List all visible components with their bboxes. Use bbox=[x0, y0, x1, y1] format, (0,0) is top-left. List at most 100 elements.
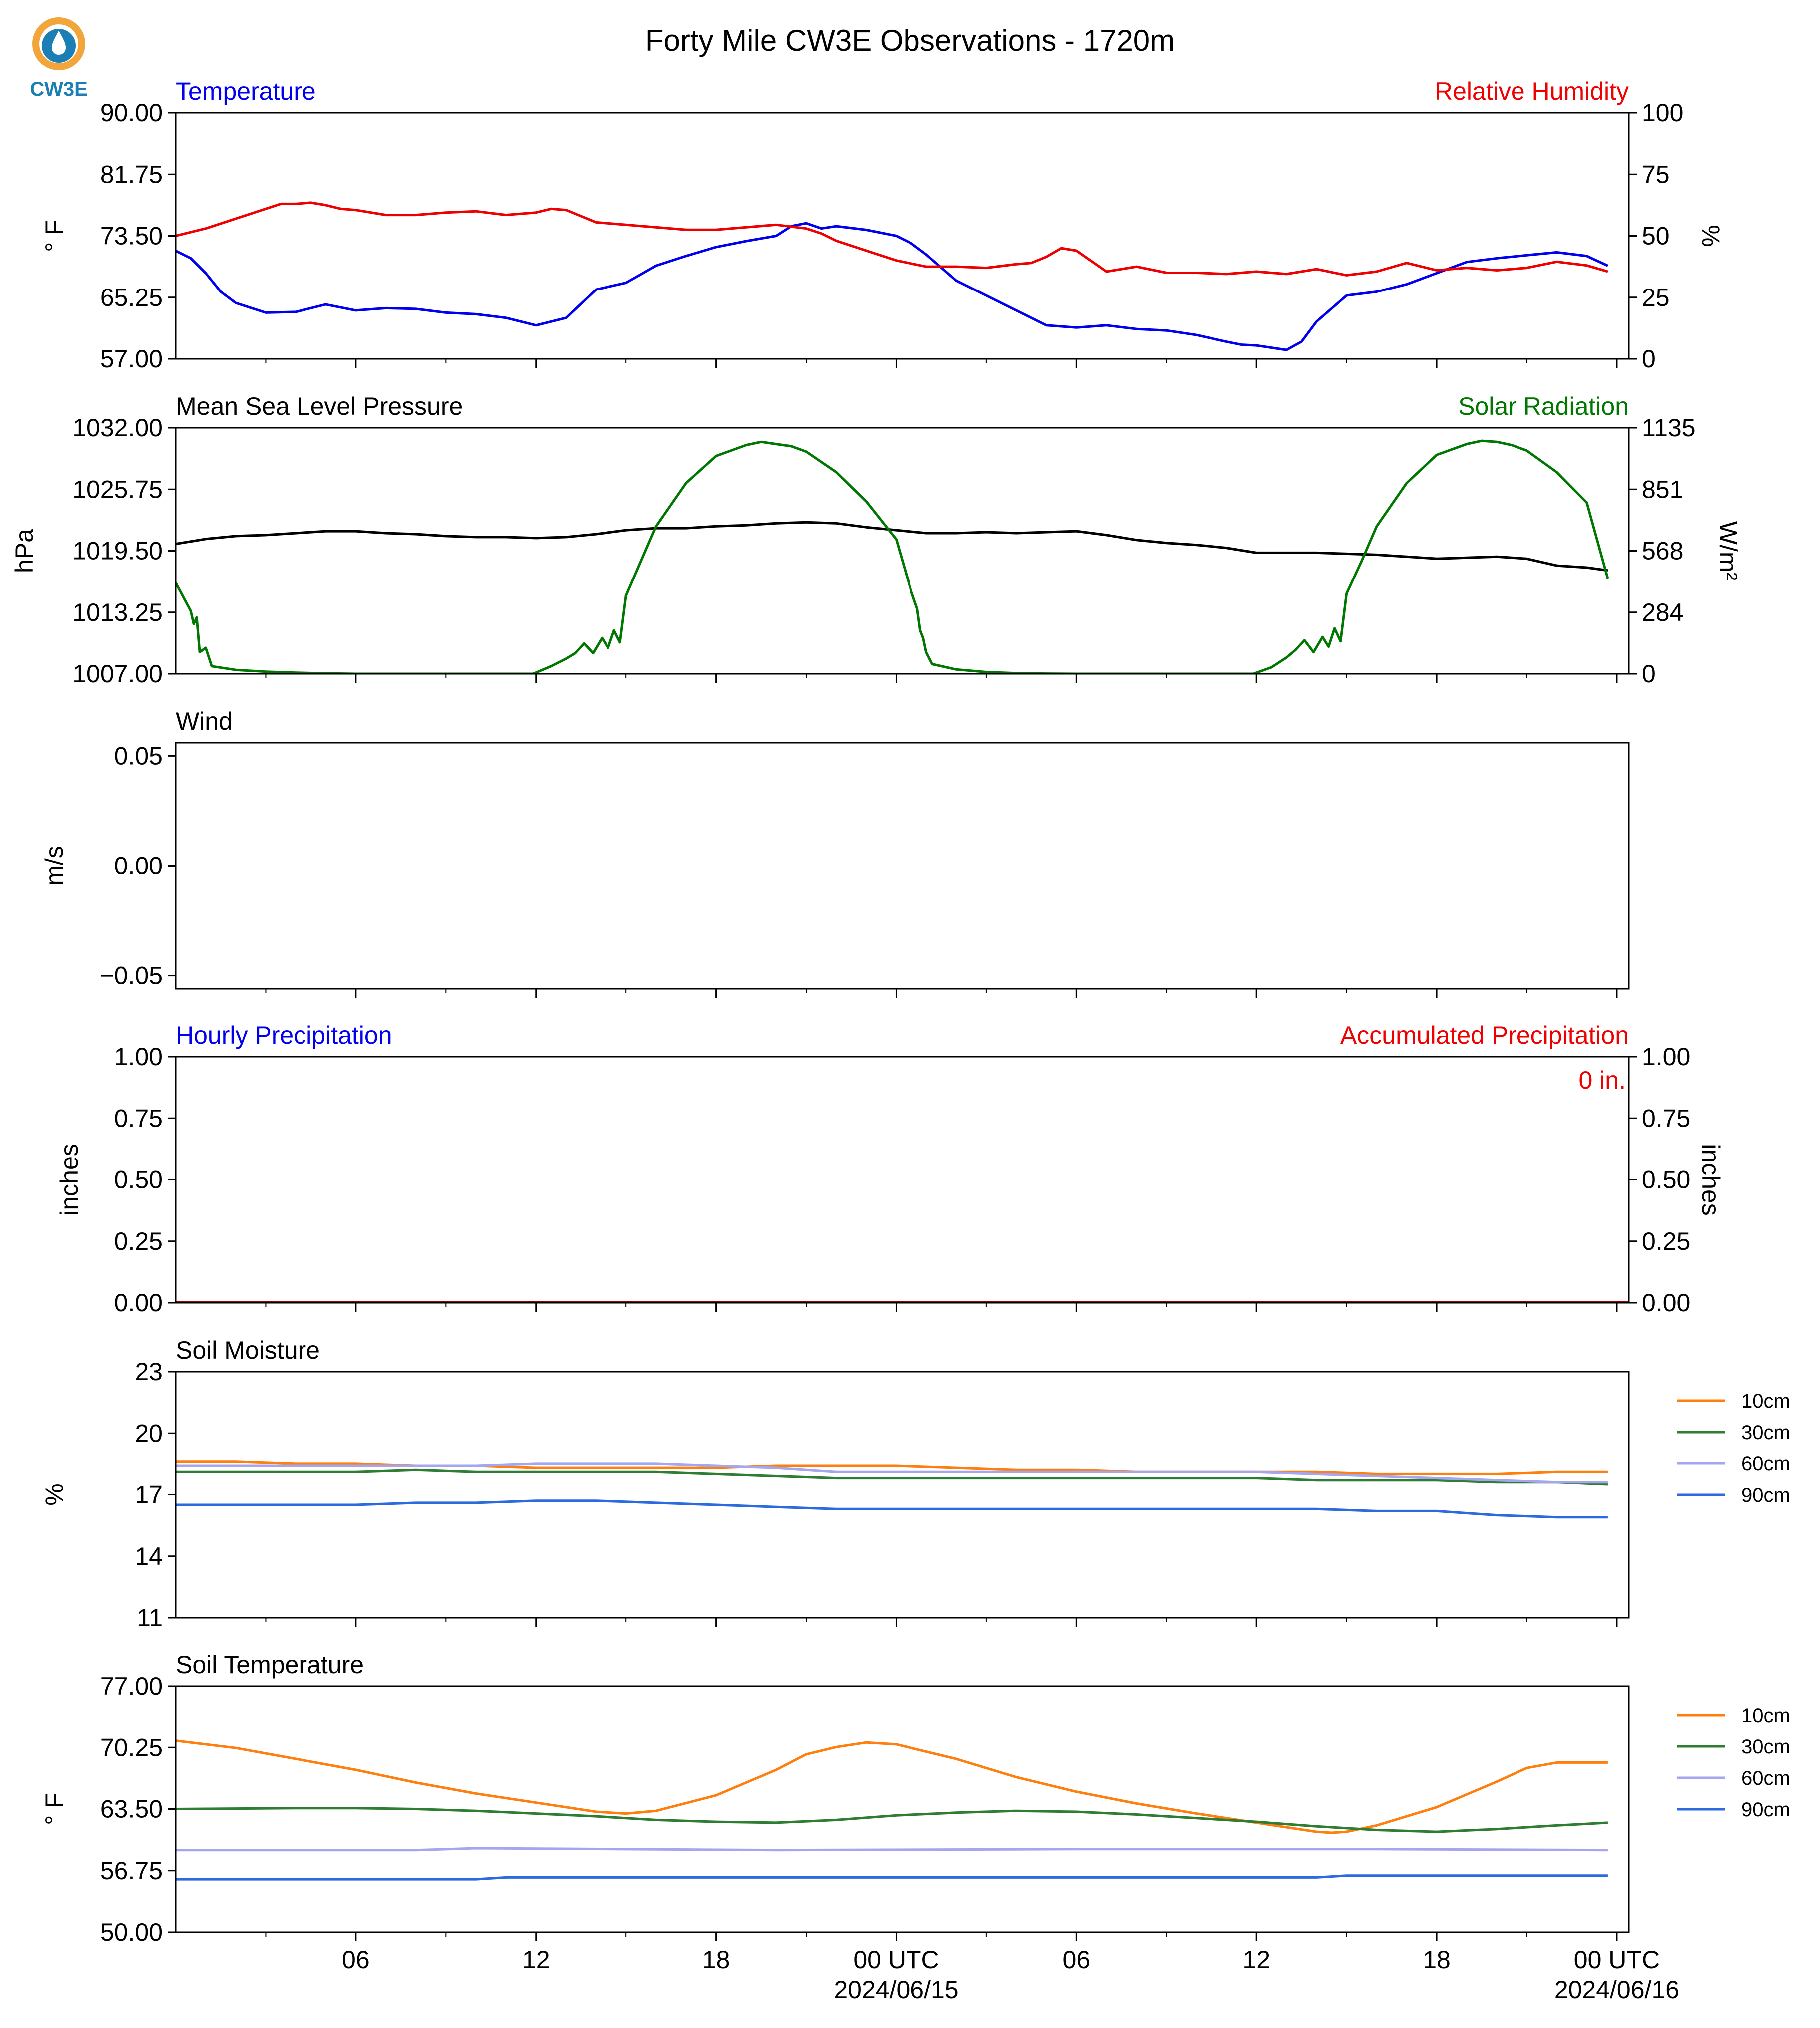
right-tick-label: 284 bbox=[1642, 598, 1683, 626]
series-line-60cm bbox=[176, 1462, 1608, 1484]
right-tick-label: 0.25 bbox=[1642, 1227, 1690, 1255]
series-line-temperature bbox=[176, 222, 1608, 351]
panel-title-left: Wind bbox=[176, 707, 233, 735]
figure-title: Forty Mile CW3E Observations - 1720m bbox=[645, 24, 1175, 57]
panel-title-right: Accumulated Precipitation bbox=[1340, 1021, 1629, 1049]
y-label-right: W/m² bbox=[1714, 521, 1742, 580]
left-tick-label: 63.50 bbox=[100, 1795, 163, 1823]
x-tick-label: 12 bbox=[522, 1946, 550, 1974]
panels: 57.00 65.25 73.50 81.75 90.00 0 25 50 75 100 Tempe… bbox=[10, 77, 1790, 1946]
right-tick-label: 0.75 bbox=[1642, 1104, 1690, 1132]
right-tick-label: 25 bbox=[1642, 284, 1670, 311]
x-date-label: 2024/06/15 bbox=[834, 1976, 958, 2004]
panel-title-left: Mean Sea Level Pressure bbox=[176, 392, 463, 420]
legend-label: 30cm bbox=[1741, 1736, 1790, 1758]
cw3e-logo: CW3E bbox=[30, 17, 88, 100]
logo-drop-icon bbox=[52, 31, 66, 55]
right-tick-label: 0.00 bbox=[1642, 1289, 1690, 1317]
x-tick-label: 00 UTC bbox=[853, 1946, 939, 1974]
series-line-60cm bbox=[176, 1847, 1608, 1852]
right-tick-label: 0.50 bbox=[1642, 1166, 1690, 1194]
right-tick-label: 100 bbox=[1642, 99, 1683, 127]
left-tick-label: 65.25 bbox=[100, 284, 163, 311]
x-tick-label: 12 bbox=[1242, 1946, 1270, 1974]
left-tick-label: 1.00 bbox=[114, 1043, 163, 1071]
right-tick-label: 50 bbox=[1642, 222, 1670, 250]
y-label-left: m/s bbox=[40, 846, 68, 886]
right-tick-label: 0 bbox=[1642, 660, 1656, 688]
right-tick-label: 0 bbox=[1642, 345, 1656, 373]
legend-label: 30cm bbox=[1741, 1422, 1790, 1444]
panel-title-left: Hourly Precipitation bbox=[176, 1021, 392, 1049]
left-tick-label: 56.75 bbox=[100, 1857, 163, 1885]
left-tick-label: 0.00 bbox=[114, 852, 163, 880]
legend-label: 90cm bbox=[1741, 1799, 1790, 1821]
logo-text: CW3E bbox=[30, 78, 88, 100]
left-tick-label: 1019.50 bbox=[72, 537, 163, 565]
x-date-label: 2024/06/16 bbox=[1554, 1976, 1679, 2004]
panel-frame bbox=[175, 112, 1630, 360]
series-line-30cm bbox=[176, 1468, 1608, 1486]
panel-6: 50.00 56.75 63.50 70.25 77.00 Soil Temperatur… bbox=[40, 1651, 1790, 1946]
left-tick-label: 57.00 bbox=[100, 345, 163, 373]
x-tick-label: 18 bbox=[1423, 1946, 1451, 1974]
left-tick-label: 70.25 bbox=[100, 1734, 163, 1761]
left-tick-label: 1025.75 bbox=[72, 475, 163, 503]
panel-3: −0.05 0.00 0.05 Wind m/s bbox=[40, 707, 1630, 998]
right-tick-label: 568 bbox=[1642, 537, 1683, 565]
left-tick-label: 0.25 bbox=[114, 1227, 163, 1255]
left-tick-label: 77.00 bbox=[100, 1672, 163, 1700]
y-label-left: hPa bbox=[10, 529, 38, 573]
left-tick-label: 14 bbox=[135, 1542, 163, 1570]
left-tick-label: 1032.00 bbox=[72, 414, 163, 442]
left-tick-label: 17 bbox=[135, 1481, 163, 1509]
left-tick-label: −0.05 bbox=[99, 962, 163, 990]
panel-title-left: Soil Moisture bbox=[176, 1336, 320, 1364]
x-tick-label: 00 UTC bbox=[1574, 1946, 1660, 1974]
x-tick-label: 06 bbox=[342, 1946, 370, 1974]
panel-title-right: Relative Humidity bbox=[1435, 77, 1629, 105]
panel-title-right: Solar Radiation bbox=[1458, 392, 1629, 420]
legend-label: 90cm bbox=[1741, 1484, 1790, 1506]
left-tick-label: 73.50 bbox=[100, 222, 163, 250]
left-tick-label: 1013.25 bbox=[72, 598, 163, 626]
y-label-left: inches bbox=[55, 1144, 83, 1216]
right-tick-label: 1.00 bbox=[1642, 1043, 1690, 1071]
panel-title-left: Temperature bbox=[176, 77, 316, 105]
accumulated-annotation: 0 in. bbox=[1578, 1066, 1626, 1094]
x-tick-label: 06 bbox=[1063, 1946, 1091, 1974]
left-tick-label: 11 bbox=[137, 1604, 163, 1632]
panel-frame bbox=[175, 427, 1630, 675]
left-tick-label: 81.75 bbox=[100, 160, 163, 188]
right-tick-label: 75 bbox=[1642, 160, 1670, 188]
legend-label: 10cm bbox=[1741, 1705, 1790, 1727]
panel-frame bbox=[175, 1056, 1630, 1304]
left-tick-label: 0.05 bbox=[114, 742, 163, 770]
left-tick-label: 1007.00 bbox=[72, 660, 163, 688]
x-tick-label: 18 bbox=[702, 1946, 730, 1974]
y-label-left: ° F bbox=[40, 220, 68, 252]
series-line-mean-sea-level-pressure bbox=[176, 521, 1608, 572]
legend: 10cm 30cm 60cm 90cm bbox=[1677, 1390, 1790, 1506]
left-tick-label: 20 bbox=[135, 1419, 163, 1447]
left-tick-label: 0.50 bbox=[114, 1166, 163, 1194]
panel-5: 11 14 17 20 23 Soil Moisture% 10cm 30cm 60cm 90cm bbox=[40, 1336, 1790, 1632]
left-tick-label: 23 bbox=[135, 1358, 163, 1386]
logo-ring-icon bbox=[32, 17, 85, 70]
right-tick-label: 851 bbox=[1642, 475, 1683, 503]
panel-frame bbox=[175, 742, 1630, 990]
panel-frame bbox=[175, 1371, 1630, 1619]
legend-label: 60cm bbox=[1741, 1767, 1790, 1789]
left-tick-label: 90.00 bbox=[100, 99, 163, 127]
series-line-solar-radiation bbox=[176, 439, 1609, 674]
series-line-90cm bbox=[176, 1499, 1608, 1519]
y-label-right: inches bbox=[1697, 1144, 1725, 1216]
series-line-relative-humidity bbox=[176, 201, 1608, 277]
legend-label: 60cm bbox=[1741, 1453, 1790, 1475]
legend-label: 10cm bbox=[1741, 1390, 1790, 1412]
legend: 10cm 30cm 60cm 90cm bbox=[1677, 1705, 1790, 1821]
panel-2: 1007.00 1013.25 1019.50 1025.75 1032.00 0 284 5… bbox=[10, 392, 1742, 688]
right-tick-label: 1135 bbox=[1642, 414, 1696, 442]
